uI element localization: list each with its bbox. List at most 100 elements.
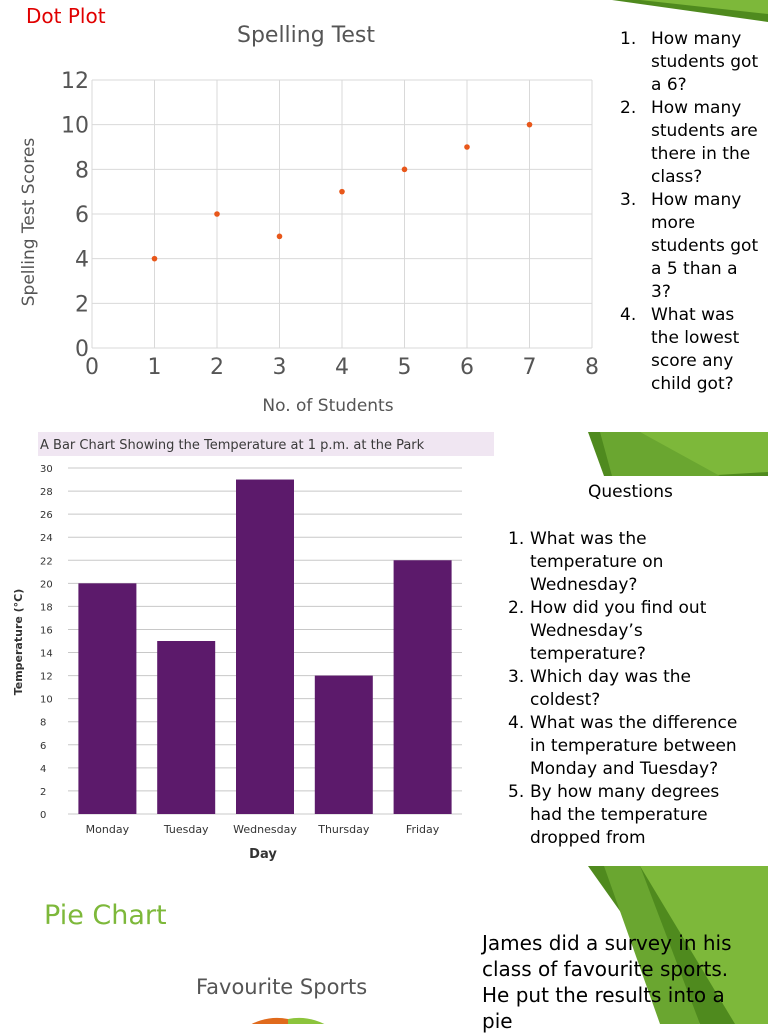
- pie-chart-title: Favourite Sports: [196, 975, 368, 999]
- question-text: How did you find out Wednesday’s tempera…: [530, 598, 707, 664]
- question-text: What was the lowest score any child got?: [651, 305, 740, 394]
- pie-chart: [251, 1017, 325, 1024]
- data-point: [151, 255, 158, 262]
- green-decoration: [612, 0, 768, 22]
- y-tick-label: 8: [75, 158, 89, 183]
- y-tick-label: 12: [61, 69, 89, 94]
- y-tick-label: 2: [40, 787, 46, 798]
- y-tick-label: 20: [40, 579, 53, 590]
- data-point: [464, 144, 470, 150]
- x-tick-label: Monday: [86, 823, 130, 836]
- x-tick-label: Thursday: [317, 823, 370, 836]
- y-tick-label: 0: [75, 337, 89, 362]
- data-point: [526, 121, 533, 128]
- y-tick-label: 10: [40, 695, 53, 706]
- question-number: 1.: [508, 529, 525, 549]
- y-tick-label: 4: [40, 764, 46, 775]
- y-tick-label: 10: [61, 114, 89, 139]
- question-item: 4. What was the lowest score any child go…: [620, 304, 760, 396]
- pie-slice-orange: [251, 1017, 288, 1024]
- data-point: [401, 166, 408, 173]
- question-text: What was the difference in temperature b…: [530, 713, 738, 779]
- bar: [314, 675, 373, 814]
- green-decoration: [588, 432, 768, 476]
- question-number: 5.: [508, 782, 525, 802]
- y-tick-label: 26: [40, 510, 53, 521]
- x-tick-label: 2: [210, 355, 224, 380]
- question-number: 2.: [508, 598, 525, 618]
- data-point: [214, 211, 220, 217]
- y-tick-label: 8: [40, 718, 46, 729]
- y-axis-label: Spelling Test Scores: [19, 138, 39, 307]
- x-tick-label: 1: [148, 355, 162, 380]
- x-tick-label: 8: [585, 355, 599, 380]
- slide-pie-chart: [0, 866, 768, 1024]
- y-tick-label: 18: [40, 602, 53, 613]
- bar: [393, 560, 452, 814]
- bar: [157, 641, 216, 814]
- data-point: [339, 188, 345, 195]
- bar: [236, 479, 294, 814]
- question-item: 2. How many students are there in the cla…: [620, 97, 760, 189]
- y-tick-label: 30: [40, 464, 53, 475]
- chart-title-band: [38, 432, 494, 456]
- question-item: 5. By how many degrees had the temperatur…: [508, 781, 748, 850]
- question-list: 1. How many students got a 6? 2. How many s…: [620, 28, 760, 396]
- y-tick-label: 12: [40, 672, 53, 683]
- question-text: By how many degrees had the temperature …: [530, 782, 720, 848]
- slide-heading: Dot Plot: [26, 4, 106, 28]
- slide-dot-plot: Dot Plot Spelling Test 0 1 2 3 4 5 6 7 8 0 2 4 6 8 10 12…: [0, 0, 768, 432]
- question-number: 4.: [508, 713, 525, 733]
- data-point: [276, 233, 283, 240]
- green-decoration: [588, 866, 768, 1024]
- x-tick-label: 6: [460, 355, 474, 380]
- chart-title: A Bar Chart Showing the Temperature at 1…: [40, 438, 425, 453]
- y-tick-label: 24: [40, 533, 53, 544]
- y-tick-label: 0: [40, 810, 46, 821]
- y-tick-label: 16: [40, 625, 53, 636]
- x-tick-label: 3: [273, 355, 287, 380]
- question-number: 1.: [620, 29, 637, 49]
- x-tick-label: Friday: [406, 823, 440, 836]
- question-text: Which day was the coldest?: [530, 667, 691, 710]
- question-item: 3. How many more students got a 5 than a …: [620, 189, 760, 304]
- y-tick-label: 6: [75, 203, 89, 228]
- x-tick-label: 0: [85, 355, 99, 380]
- y-tick-label: 6: [40, 741, 46, 752]
- questions-heading: Questions: [588, 482, 673, 502]
- x-tick-label: 7: [523, 355, 537, 380]
- x-axis-label: Day: [249, 847, 277, 862]
- y-axis-label: Temperature (°C): [12, 589, 25, 696]
- question-item: 1. How many students got a 6?: [620, 28, 760, 97]
- question-text: How many students got a 6?: [651, 29, 759, 95]
- question-item: 1. What was the temperature on Wednesday?: [508, 528, 748, 597]
- x-tick-label: 5: [398, 355, 412, 380]
- chart-title: Spelling Test: [237, 23, 375, 48]
- question-item: 3. Which day was the coldest?: [508, 666, 748, 712]
- slide-heading: Pie Chart: [44, 900, 167, 931]
- question-text: How many more students got a 5 than a 3?: [651, 190, 759, 302]
- question-number: 3.: [620, 190, 637, 210]
- question-item: 2. How did you find out Wednesday’s tempe…: [508, 597, 748, 666]
- bar: [78, 583, 137, 814]
- question-number: 4.: [620, 305, 637, 325]
- y-tick-label: 28: [40, 487, 53, 498]
- question-number: 2.: [620, 98, 637, 118]
- bar-chart: A Bar Chart Showing the Temperature at 1…: [12, 432, 494, 862]
- pie-slice-green: [288, 1017, 325, 1024]
- question-number: 3.: [508, 667, 525, 687]
- question-item: 4. What was the difference in temperature…: [508, 712, 748, 781]
- y-tick-label: 22: [40, 556, 53, 567]
- survey-paragraph: James did a survey in his class of favou…: [482, 931, 732, 1033]
- question-text: What was the temperature on Wednesday?: [530, 529, 664, 595]
- question-list: 1. What was the temperature on Wednesday?…: [508, 528, 748, 850]
- x-tick-label: Wednesday: [233, 823, 297, 836]
- y-tick-label: 2: [75, 292, 89, 317]
- y-tick-label: 14: [40, 649, 53, 660]
- x-axis-label: No. of Students: [262, 396, 393, 416]
- slide-bar-chart: A Bar Chart Showing the Temperature at 1…: [0, 432, 768, 866]
- x-tick-label: 4: [335, 355, 349, 380]
- x-tick-label: Tuesday: [163, 823, 209, 836]
- question-text: How many students are there in the class…: [651, 98, 758, 187]
